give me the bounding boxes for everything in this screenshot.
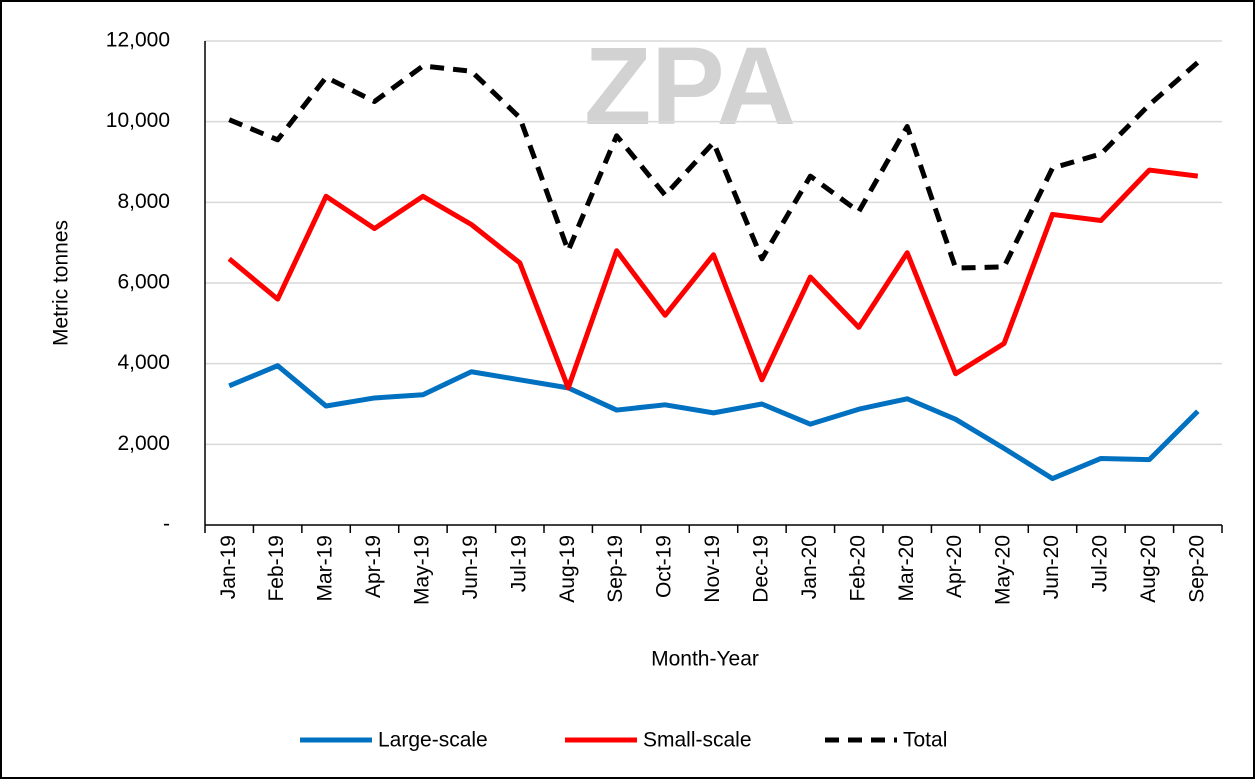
y-tick-label: 2,000 [117, 432, 170, 455]
x-tick-label: Oct-19 [653, 535, 676, 598]
x-tick-label: Aug-20 [1137, 535, 1160, 603]
x-tick-label: Feb-20 [846, 535, 869, 602]
y-axis-title: Metric tonnes [50, 220, 73, 346]
y-tick-label: 4,000 [117, 351, 170, 374]
x-tick-label: Jan-20 [798, 535, 821, 599]
y-tick-label: 10,000 [106, 109, 170, 132]
x-tick-label: Sep-19 [604, 535, 627, 603]
x-tick-label: Jul-19 [507, 535, 530, 592]
x-tick-label: Mar-19 [314, 535, 337, 602]
x-tick-label: May-19 [410, 535, 433, 605]
x-tick-label: Mar-20 [895, 535, 918, 602]
x-tick-label: Nov-19 [701, 535, 724, 603]
chart: ZPA Month-Year Metric tonnes - 2,000 4,000… [0, 0, 1255, 779]
legend-label: Large-scale [378, 729, 488, 752]
legend-label: Total [903, 729, 947, 752]
x-tick-label: Jun-19 [459, 535, 482, 599]
x-tick-label: Apr-19 [362, 535, 385, 598]
x-tick-label: Jul-20 [1088, 535, 1111, 592]
x-tick-label: Jun-20 [1040, 535, 1063, 599]
x-tick-label: Sep-20 [1185, 535, 1208, 603]
y-tick-label: 6,000 [117, 271, 170, 294]
x-tick-label: May-20 [992, 535, 1015, 605]
x-tick-label: Feb-19 [265, 535, 288, 602]
x-tick-label: Jan-19 [217, 535, 240, 599]
y-tick-label: 12,000 [106, 29, 170, 52]
x-axis-title: Month-Year [651, 648, 759, 671]
y-tick-label: - [163, 513, 170, 536]
watermark: ZPA [584, 25, 796, 148]
y-tick-label: 8,000 [117, 190, 170, 213]
legend-label: Small-scale [643, 729, 752, 752]
x-tick-label: Aug-19 [556, 535, 579, 603]
x-tick-label: Dec-19 [749, 535, 772, 603]
x-tick-label: Apr-20 [943, 535, 966, 598]
